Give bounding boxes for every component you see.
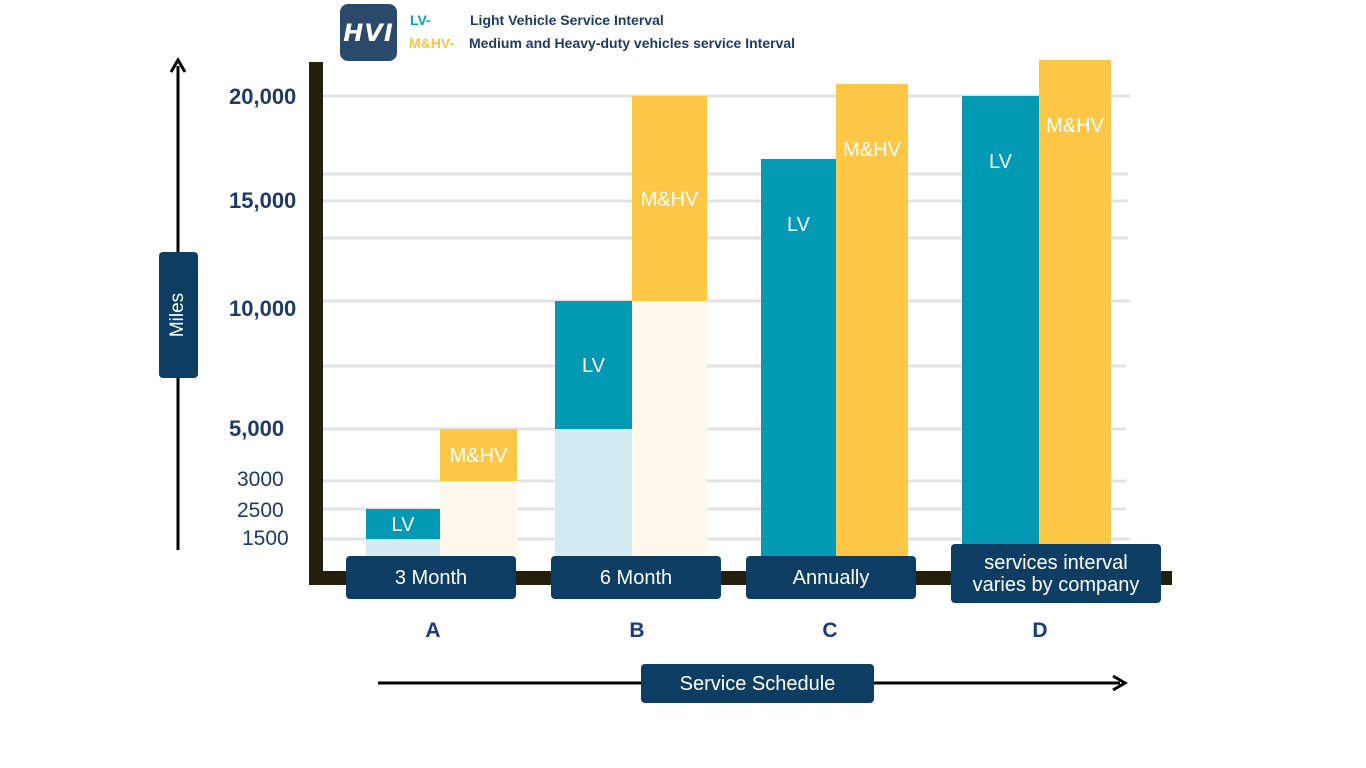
x-tick-label-c: C (822, 619, 837, 642)
lv-bar-label: LV (392, 514, 416, 536)
mhv-range-shadow-a (440, 481, 517, 560)
legend-lv-abbr: LV- (410, 12, 431, 28)
mhv-bar-label: M&HV (641, 189, 699, 211)
legend-mhv-abbr: M&HV- (409, 35, 455, 51)
legend-lv-label: Light Vehicle Service Interval (470, 12, 664, 28)
y-tick-label: 15,000 (229, 188, 296, 213)
y-tick-label: 2500 (237, 499, 284, 522)
category-description-c: Annually (792, 566, 870, 589)
mhv-bar-label: M&HV (450, 445, 508, 467)
x-arrow-head (1112, 674, 1128, 692)
category-pill-b: 6 Month (551, 556, 721, 599)
x-tick-label-d: D (1032, 619, 1047, 642)
mhv-range-shadow-b (632, 301, 707, 560)
lv-bar-c (761, 159, 836, 560)
category-description-d: services interval varies by company (972, 551, 1140, 596)
mhv-bar-a (440, 429, 517, 481)
y-arrow-head (169, 57, 187, 73)
lv-range-shadow-a (366, 539, 440, 560)
lv-bar-a (366, 509, 440, 539)
category-pill-a: 3 Month (346, 556, 516, 599)
legend-mhv-label: Medium and Heavy-duty vehicles service I… (469, 35, 796, 51)
category-description-b: 6 Month (599, 566, 673, 589)
category-pill-d: services interval varies by company (951, 544, 1161, 603)
x-axis-title-text: Service Schedule (679, 672, 836, 695)
category-pill-c: Annually (746, 556, 916, 599)
mhv-bar-c (836, 84, 908, 560)
y-tick-label: 10,000 (229, 296, 296, 321)
y-tick-label: 3000 (237, 468, 284, 491)
y-axis-title-text: Miles (167, 292, 189, 338)
logo-text: HVI (343, 18, 394, 47)
y-tick-label: 1500 (242, 527, 289, 550)
lv-bar-b (555, 301, 632, 429)
lv-bar-label: LV (582, 355, 606, 377)
x-axis-title: Service Schedule (641, 664, 874, 703)
y-tick-label: 20,000 (229, 84, 296, 109)
y-axis-title: Miles (159, 252, 198, 378)
mhv-bar-b (632, 96, 707, 301)
mhv-bar-label: M&HV (1046, 115, 1104, 137)
y-tick-label: 5,000 (229, 416, 284, 441)
mhv-bar-label: M&HV (843, 139, 901, 161)
lv-range-shadow-b (555, 429, 632, 560)
lv-bar-label: LV (989, 151, 1013, 173)
mhv-bar-d (1039, 60, 1111, 560)
hvi-logo: HVI (340, 4, 397, 61)
x-tick-label-b: B (629, 619, 644, 642)
lv-bar-label: LV (787, 214, 811, 236)
category-description-a: 3 Month (394, 566, 468, 589)
lv-bar-d (962, 96, 1039, 560)
x-tick-label-a: A (425, 619, 440, 642)
